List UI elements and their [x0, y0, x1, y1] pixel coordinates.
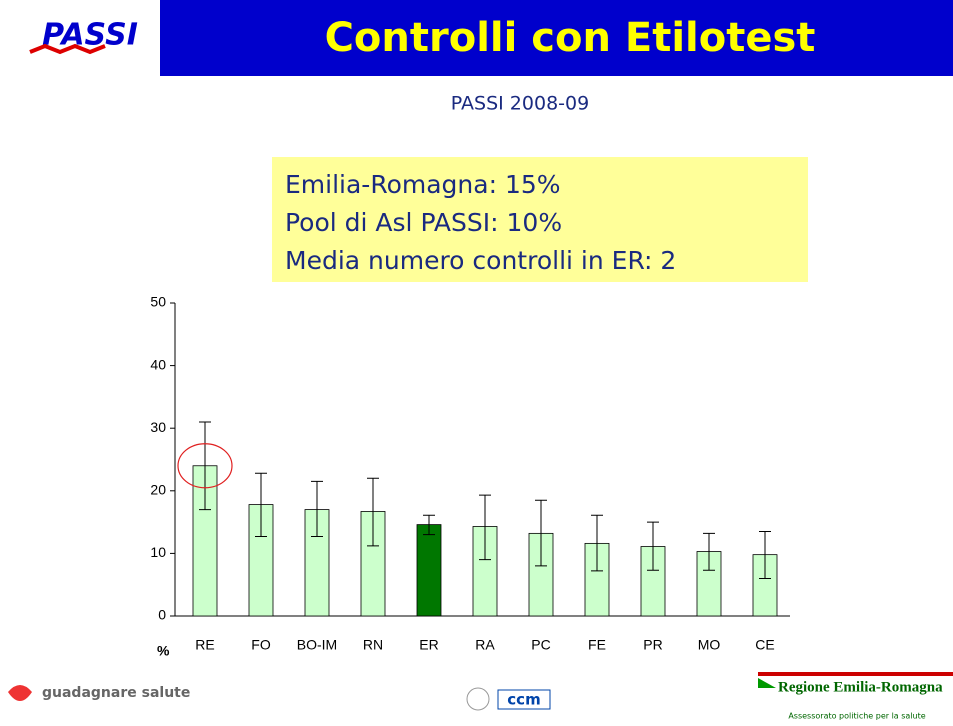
x-tick-label: BO-IM	[297, 637, 337, 653]
error-bar	[647, 521, 659, 571]
footer-logo-icon	[8, 685, 32, 701]
error-bar	[535, 499, 547, 567]
summary-line: Pool di Asl PASSI: 10%	[285, 208, 562, 237]
ccm-box	[497, 689, 551, 710]
footer-left: guadagnare salute	[42, 685, 190, 701]
y-tick-label: 20	[150, 482, 166, 498]
bar	[416, 524, 442, 617]
error-bar	[423, 514, 435, 536]
x-tick-label: CE	[755, 637, 774, 653]
error-bar	[311, 480, 323, 537]
header-bar	[160, 0, 953, 76]
logo-mark	[29, 43, 106, 55]
summary-line: Media numero controlli in ER: 2	[285, 246, 676, 275]
footer-right: Regione Emilia-Romagna	[778, 679, 943, 695]
summary-box	[272, 157, 808, 282]
error-bar	[703, 532, 715, 571]
y-tick-label: 50	[150, 294, 166, 310]
logo: PASSI	[42, 18, 138, 53]
x-tick-label: FO	[251, 637, 271, 653]
x-tick-label: RN	[363, 637, 383, 653]
error-bar	[479, 494, 491, 561]
x-tick-label: PR	[643, 637, 662, 653]
error-bar	[759, 530, 771, 579]
subtitle: PASSI 2008-09	[451, 93, 589, 115]
error-bar	[591, 514, 603, 572]
summary-line: Emilia-Romagna: 15%	[285, 170, 561, 199]
region-flag	[758, 678, 776, 688]
y-tick-label: 30	[150, 419, 166, 435]
y-tick-label: 10	[150, 544, 166, 560]
region-rule	[758, 672, 953, 676]
highlight-circle	[177, 443, 233, 489]
x-tick-label: RE	[195, 637, 214, 653]
x-tick-label: ER	[419, 637, 438, 653]
y-unit: %	[157, 643, 170, 659]
error-bar	[199, 421, 211, 511]
footer-right-sub: Assessorato politiche per la salute	[788, 712, 925, 721]
x-tick-label: MO	[698, 637, 721, 653]
error-bar	[255, 472, 267, 537]
error-bar	[367, 477, 379, 547]
y-tick-label: 40	[150, 356, 166, 372]
x-tick-label: FE	[588, 637, 606, 653]
footer-center: ccm	[507, 691, 540, 709]
y-tick-label: 0	[158, 607, 166, 623]
x-tick-label: RA	[475, 637, 495, 653]
x-tick-label: PC	[531, 637, 550, 653]
title: Controlli con Etilotest	[325, 15, 816, 61]
footer-icon	[466, 687, 490, 711]
